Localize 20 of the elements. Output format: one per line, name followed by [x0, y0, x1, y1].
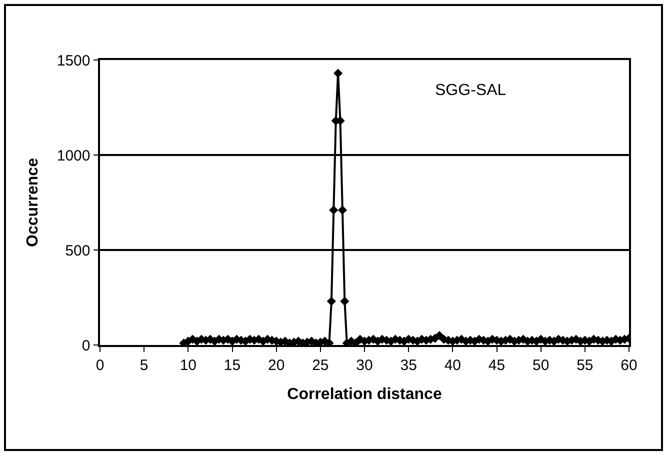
x-tick-label: 30	[356, 356, 373, 374]
x-tick-label: 50	[532, 356, 550, 374]
x-tick-label: 45	[488, 356, 506, 374]
annotation: SGG-SAL	[435, 82, 506, 99]
x-tick-label: 55	[576, 356, 594, 374]
y-tick-label: 0	[82, 337, 90, 354]
x-tick-label: 35	[400, 356, 417, 374]
x-tick-label: 10	[180, 356, 197, 374]
x-tick-label: 0	[96, 356, 104, 374]
y-tick-label: 1000	[56, 147, 90, 164]
x-tick-label: 5	[140, 356, 148, 374]
x-tick-label: 20	[268, 356, 285, 374]
x-tick-label: 15	[224, 356, 241, 374]
x-tick-label: 40	[444, 356, 462, 374]
x-tick-label: 60	[620, 356, 638, 374]
y-axis-title: Occurrence	[24, 158, 42, 247]
y-tick-label: 500	[65, 242, 90, 260]
x-axis-title: Correlation distance	[287, 386, 442, 403]
y-tick-label: 1500	[56, 52, 90, 70]
x-tick-label: 25	[312, 356, 329, 374]
